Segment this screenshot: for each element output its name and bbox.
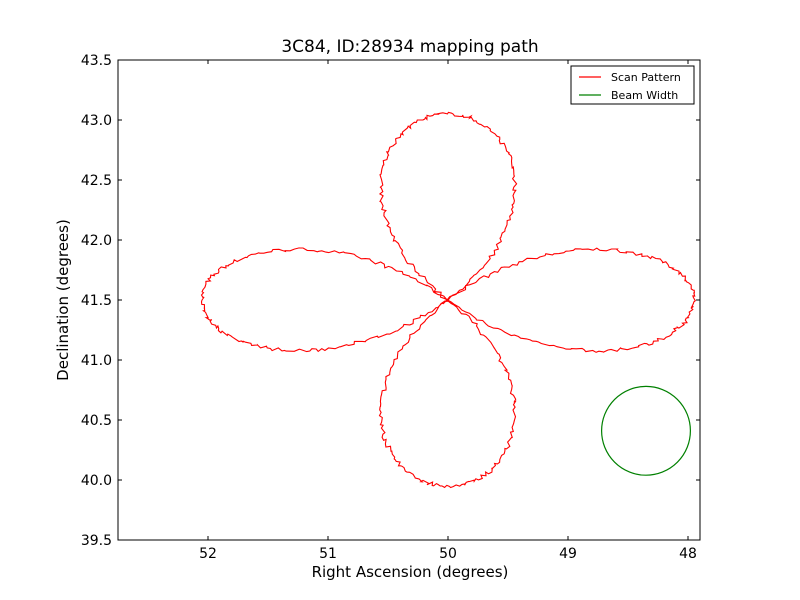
y-tick-label: 43.0 <box>81 113 112 129</box>
y-tick-label: 43.5 <box>81 53 112 69</box>
chart-title: 3C84, ID:28934 mapping path <box>281 37 538 57</box>
scan-pattern-line <box>200 111 697 489</box>
legend-label-1: Beam Width <box>611 89 678 102</box>
y-tick-label: 41.5 <box>81 293 112 309</box>
legend-box <box>570 65 695 105</box>
x-tick-label: 49 <box>559 546 577 562</box>
y-axis-label: Declination (degrees) <box>54 219 72 381</box>
y-tick-label: 42.0 <box>81 233 112 249</box>
y-tick-label: 40.0 <box>81 473 112 489</box>
y-tick-label: 41.0 <box>81 353 112 369</box>
legend-label-0: Scan Pattern <box>611 71 681 84</box>
plot-series-group <box>200 111 697 489</box>
axes-ticks: 52 51 50 49 48 39.5 40.0 40.5 41.0 41.5 42.0 42.5 43… <box>81 53 700 562</box>
y-tick-label: 40.5 <box>81 413 112 429</box>
plot-frame <box>117 59 701 541</box>
y-tick-label: 39.5 <box>81 533 112 549</box>
y-tick-label: 42.5 <box>81 173 112 189</box>
legend: Scan Pattern Beam Width <box>570 65 695 105</box>
x-axis-label: Right Ascension (degrees) <box>312 563 509 581</box>
plot-area <box>117 59 701 541</box>
x-tick-label: 51 <box>319 546 337 562</box>
x-tick-label: 48 <box>679 546 697 562</box>
beam-width-circle <box>600 385 691 476</box>
x-tick-label: 50 <box>439 546 457 562</box>
x-tick-label: 52 <box>199 546 217 562</box>
